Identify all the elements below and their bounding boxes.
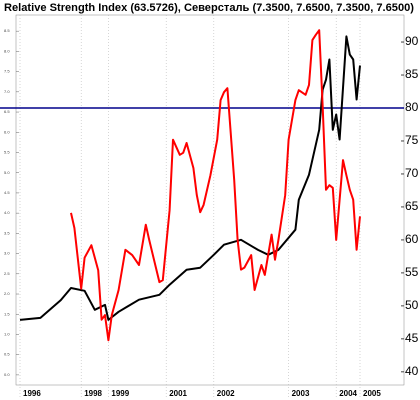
y-tick-label: 8.0: [4, 48, 10, 53]
x-tick-label: 2003: [292, 389, 310, 398]
y2-tick-label: 40: [405, 364, 419, 378]
series-line: [70, 29, 361, 342]
y-tick-label: 5.0: [4, 170, 10, 175]
plot-frame: [15, 14, 405, 386]
y-tick-label: 2.0: [4, 291, 10, 296]
y-tick-label: 1.5: [4, 311, 10, 316]
y-tick-label: 6.0: [4, 129, 10, 134]
y-tick-label: 2.5: [4, 271, 10, 276]
y-tick-label: 6.5: [4, 109, 10, 114]
x-tick-label: 1996: [23, 389, 41, 398]
x-tick-label: 2002: [217, 389, 235, 398]
y2-tick-label: 85: [405, 67, 419, 81]
y2-tick-label: 50: [405, 298, 419, 312]
y2-tick-label: 80: [405, 100, 419, 114]
y2-tick-label: 55: [405, 265, 419, 279]
y2-tick-label: 75: [405, 133, 419, 147]
y-tick-label: 8.5: [4, 28, 10, 33]
y2-tick-label: 90: [405, 34, 419, 48]
y-tick-label: 7.0: [4, 89, 10, 94]
y-tick-label: 1.0: [4, 332, 10, 337]
x-tick-label: 2005: [363, 389, 381, 398]
y-tick-label: 4.0: [4, 210, 10, 215]
x-tick-label: 2001: [169, 389, 187, 398]
y-tick-label: 0.0: [4, 372, 10, 377]
x-tick-label: 2004: [339, 389, 357, 398]
y-tick-label: 4.5: [4, 190, 10, 195]
chart-title: Relative Strength Index (63.5726), Север…: [4, 2, 414, 14]
y-tick-label: 3.0: [4, 251, 10, 256]
y2-tick-label: 45: [405, 331, 419, 345]
y2-tick-label: 65: [405, 199, 419, 213]
y-tick-label: 5.5: [4, 150, 10, 155]
y-tick-label: 0.5: [4, 352, 10, 357]
y-tick-label: 7.5: [4, 69, 10, 74]
y2-tick-label: 60: [405, 232, 419, 246]
x-tick-label: 1998: [84, 389, 102, 398]
x-tick-label: 1999: [111, 389, 129, 398]
y-tick-label: 3.5: [4, 230, 10, 235]
y2-tick-label: 70: [405, 166, 419, 180]
